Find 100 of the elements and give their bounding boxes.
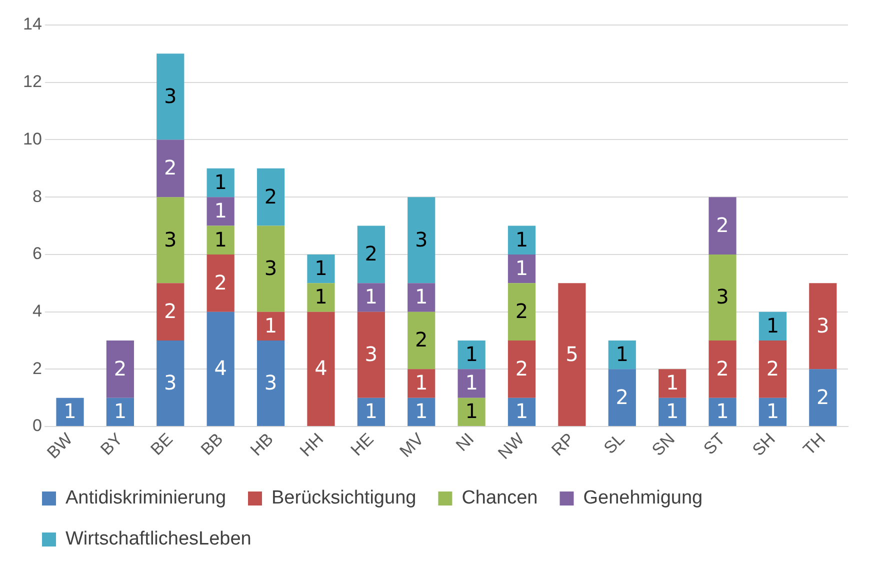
data-label: 2 <box>716 212 729 237</box>
data-label: 2 <box>766 356 780 380</box>
data-label: 4 <box>214 356 227 380</box>
bar <box>206 312 234 426</box>
y-tick-label: 2 <box>32 358 42 378</box>
legend-label: Berücksichtigung <box>272 488 416 509</box>
data-label: 4 <box>314 356 328 380</box>
x-tick-label: SH <box>748 429 779 460</box>
data-label: 1 <box>364 284 378 309</box>
legend-label: Chancen <box>462 488 538 509</box>
x-tick-label: RP <box>548 429 578 460</box>
data-label: 1 <box>214 170 227 194</box>
bar <box>658 398 686 426</box>
data-label: 3 <box>264 256 278 280</box>
data-label: 1 <box>64 399 76 424</box>
data-label: 1 <box>314 284 328 309</box>
data-label: 1 <box>414 399 428 424</box>
bar <box>809 369 837 426</box>
data-label: 2 <box>515 356 528 380</box>
data-label: 1 <box>465 342 478 366</box>
data-label: 3 <box>716 284 729 309</box>
bar <box>206 226 234 254</box>
x-tick-label: ST <box>700 429 729 458</box>
data-label: 2 <box>414 328 428 352</box>
bar <box>106 340 134 398</box>
y-tick-label: 14 <box>22 14 42 34</box>
data-label: 1 <box>114 399 127 424</box>
data-label: 1 <box>716 399 729 424</box>
data-label: 2 <box>716 356 729 380</box>
data-label: 1 <box>364 399 378 424</box>
bar <box>458 369 486 398</box>
data-label: 1 <box>616 342 628 366</box>
bar <box>408 369 436 398</box>
data-label: 2 <box>164 299 177 324</box>
bar <box>156 54 184 140</box>
data-label: 1 <box>766 399 780 424</box>
data-label: 3 <box>264 370 278 394</box>
legend-label: Genehmigung <box>583 488 703 509</box>
x-tick-label: NI <box>452 429 478 455</box>
bar <box>758 312 787 340</box>
data-label: 2 <box>616 384 628 409</box>
x-tick-label: SN <box>648 429 678 460</box>
bar <box>307 312 335 426</box>
bar <box>558 283 586 426</box>
bar <box>408 398 436 426</box>
bar <box>708 398 736 426</box>
data-label: 2 <box>364 242 378 266</box>
bar <box>357 226 385 284</box>
y-tick-label: 10 <box>22 129 42 148</box>
data-label: 1 <box>766 313 780 338</box>
bar <box>357 283 385 312</box>
bar <box>408 197 436 284</box>
bar <box>256 226 285 312</box>
data-label: 1 <box>515 256 528 280</box>
bar <box>156 197 184 284</box>
data-label: 3 <box>164 370 177 394</box>
data-label: 1 <box>666 399 679 424</box>
data-label: 1 <box>465 399 478 424</box>
data-label: 1 <box>214 227 227 252</box>
bar <box>708 254 736 340</box>
bar <box>307 283 335 312</box>
bar <box>357 398 385 426</box>
data-label: 3 <box>816 313 830 338</box>
bar <box>256 340 285 426</box>
bar <box>206 254 234 312</box>
x-tick-label: NW <box>494 429 528 463</box>
bar <box>256 168 285 226</box>
y-tick-label: 0 <box>32 416 42 436</box>
bar <box>156 140 184 198</box>
y-tick-label: 6 <box>32 244 42 264</box>
bar <box>206 197 234 226</box>
bar <box>408 283 436 312</box>
x-tick-label: SL <box>600 429 628 458</box>
bar <box>156 283 184 340</box>
data-label: 3 <box>364 342 378 366</box>
bar <box>508 398 536 426</box>
data-label: 2 <box>114 356 127 380</box>
legend-label: Antidiskriminierung <box>66 488 226 509</box>
x-tick-label: HE <box>347 429 378 460</box>
bar <box>809 283 837 370</box>
data-label: 5 <box>566 342 578 366</box>
bar <box>508 254 536 284</box>
data-label: 1 <box>515 399 528 424</box>
data-label: 1 <box>314 256 328 280</box>
x-tick-label: MV <box>396 429 428 461</box>
bar <box>458 340 486 370</box>
data-label: 2 <box>515 299 528 324</box>
bar <box>608 369 636 426</box>
y-tick-label: 4 <box>32 302 42 321</box>
bar <box>508 283 536 340</box>
x-tick-label: BW <box>43 429 76 462</box>
bar <box>708 340 736 398</box>
x-tick-label: BY <box>96 429 126 459</box>
bar <box>458 398 486 426</box>
bar <box>658 369 686 398</box>
bar <box>56 398 84 426</box>
y-tick-label: 8 <box>32 186 42 206</box>
y-tick-label: 12 <box>22 72 42 92</box>
data-label: 2 <box>264 184 278 208</box>
data-label: 3 <box>414 227 428 252</box>
